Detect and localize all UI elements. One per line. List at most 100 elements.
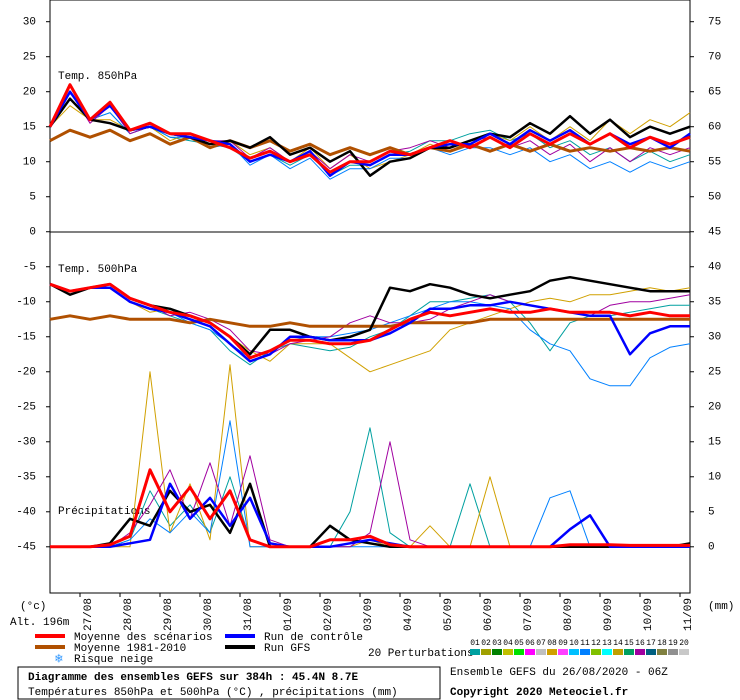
x-tick-label: 03/09 xyxy=(363,598,375,631)
panel-label: Précipitations xyxy=(58,506,150,518)
y2-tick-label: 55 xyxy=(708,157,721,169)
y-tick-label: 5 xyxy=(29,192,36,204)
perturbation-chip xyxy=(558,649,568,655)
y-tick-label: -30 xyxy=(16,437,36,449)
perturbation-chip xyxy=(580,649,590,655)
y2-tick-label: 35 xyxy=(708,297,721,309)
legend-label: Risque neige xyxy=(74,654,153,666)
x-tick-label: 29/08 xyxy=(163,598,175,631)
perturbation-chip xyxy=(481,649,491,655)
perturbation-chip xyxy=(646,649,656,655)
perturbation-name: 19 xyxy=(668,639,678,648)
x-tick-label: 27/08 xyxy=(83,598,95,631)
perturbation-chip xyxy=(602,649,612,655)
y2-tick-label: 0 xyxy=(708,542,715,554)
perturbation-name: 01 xyxy=(470,639,480,648)
x-tick-label: 08/09 xyxy=(563,598,575,631)
perturbation-name: 02 xyxy=(481,639,491,648)
y-tick-label: -15 xyxy=(16,332,36,344)
line-t500 xyxy=(49,282,690,360)
line-precip xyxy=(50,441,690,548)
line-t850 xyxy=(49,98,691,180)
x-tick-label: 28/08 xyxy=(123,598,135,631)
perturbation-chip xyxy=(536,649,546,655)
line-precip xyxy=(50,468,690,549)
legend-label: Moyenne 1981-2010 xyxy=(74,643,186,655)
x-tick-label: 06/09 xyxy=(483,598,495,631)
perturbation-chip xyxy=(591,649,601,655)
x-tick-label: 01/09 xyxy=(283,598,295,631)
perturbation-name: 17 xyxy=(646,639,656,648)
chart-subtitle: Températures 850hPa et 500hPa (°C) , pré… xyxy=(28,687,398,699)
perturbation-chip xyxy=(668,649,678,655)
y-tick-label: -40 xyxy=(16,507,36,519)
y-tick-label: -35 xyxy=(16,472,36,484)
perturbation-name: 08 xyxy=(547,639,557,648)
perturbation-name: 12 xyxy=(591,639,601,648)
y-tick-label: 15 xyxy=(23,122,36,134)
perturbation-chip xyxy=(569,649,579,655)
y-tick-label: -25 xyxy=(16,402,36,414)
x-tick-label: 31/08 xyxy=(243,598,255,631)
perturbation-chip xyxy=(503,649,513,655)
y2-tick-label: 5 xyxy=(708,507,715,519)
y-tick-label: 20 xyxy=(23,87,36,99)
run-info: Ensemble GEFS du 26/08/2020 - 06Z xyxy=(450,667,668,679)
y2-tick-label: 40 xyxy=(708,262,721,274)
perturbation-chip xyxy=(514,649,524,655)
line-t500 xyxy=(49,283,690,363)
snow-icon: ❄ xyxy=(54,651,63,666)
perturbation-chip xyxy=(470,649,480,655)
line-t850 xyxy=(48,83,691,174)
x-tick-label: 07/09 xyxy=(523,598,535,631)
perturbation-chip xyxy=(613,649,623,655)
perturbation-chip xyxy=(525,649,535,655)
line-t850 xyxy=(49,128,691,157)
y-tick-label: 10 xyxy=(23,157,36,169)
perturbation-name: 11 xyxy=(580,639,590,648)
line-precip xyxy=(50,482,691,549)
perturbation-name: 15 xyxy=(624,639,634,648)
perturbation-name: 16 xyxy=(635,639,645,648)
perturbation-chip xyxy=(492,649,502,655)
copyright: Copyright 2020 Meteociel.fr xyxy=(450,687,628,699)
perturbation-name: 03 xyxy=(492,639,502,648)
panel-label: Temp. 500hPa xyxy=(58,264,138,276)
perturbation-name: 10 xyxy=(569,639,579,648)
perturbation-name: 13 xyxy=(602,639,612,648)
y2-tick-label: 45 xyxy=(708,227,721,239)
x-tick-label: 09/09 xyxy=(603,598,615,631)
chart-title: Diagramme des ensembles GEFS sur 384h : … xyxy=(28,672,358,684)
y2-tick-label: 30 xyxy=(708,332,721,344)
perturbation-chip xyxy=(679,649,689,655)
y-tick-label: 30 xyxy=(23,17,36,29)
perturbation-name: 14 xyxy=(613,639,623,648)
perturbation-name: 09 xyxy=(558,639,568,648)
y2-tick-label: 20 xyxy=(708,402,721,414)
y2-tick-label: 75 xyxy=(708,17,721,29)
perturbation-name: 20 xyxy=(679,639,689,648)
y2-tick-label: 70 xyxy=(708,52,721,64)
perturbation-name: 07 xyxy=(536,639,546,648)
perturbation-chip xyxy=(624,649,634,655)
x-tick-label: 10/09 xyxy=(643,598,655,631)
x-tick-label: 04/09 xyxy=(403,598,415,631)
y-tick-label: -10 xyxy=(16,297,36,309)
y2-tick-label: 10 xyxy=(708,472,721,484)
x-tick-label: 11/09 xyxy=(683,598,695,631)
perturbation-chip xyxy=(657,649,667,655)
y-axis-label: (°c) xyxy=(20,601,46,613)
y2-tick-label: 60 xyxy=(708,122,721,134)
y2-axis-label: (mm) xyxy=(708,601,734,613)
line-t500 xyxy=(49,283,691,387)
y2-tick-label: 15 xyxy=(708,437,721,449)
x-tick-label: 02/09 xyxy=(323,598,335,631)
y-tick-label: 25 xyxy=(23,52,36,64)
y2-tick-label: 25 xyxy=(708,367,721,379)
x-tick-label: 30/08 xyxy=(203,598,215,631)
perturbation-name: 05 xyxy=(514,639,524,648)
line-t500 xyxy=(49,283,690,366)
legend: Moyenne des scénarios Moyenne 1981-2010 … xyxy=(35,632,474,666)
y2-tick-label: 50 xyxy=(708,192,721,204)
